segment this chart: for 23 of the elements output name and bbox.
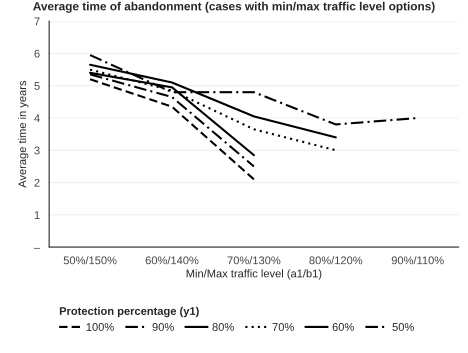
x-axis-title: Min/Max traffic level (a1/b1) (186, 269, 322, 280)
chart-title: Average time of abandonment (cases with min/max traffic level options) (33, 2, 435, 13)
y-tick-label: 1 (34, 211, 40, 219)
y-tick-label: 2 (34, 178, 40, 187)
legend-label: 60% (332, 323, 354, 331)
y-axis-title: Average time in years (18, 80, 28, 188)
legend-label: 90% (152, 323, 174, 331)
y-tick-label: 7 (34, 18, 40, 26)
y-tick-label: – (34, 248, 40, 249)
x-tick-label: 80%/120% (309, 256, 362, 264)
legend-label: 50% (392, 323, 414, 331)
x-tick-label: 70%/130% (228, 256, 280, 264)
x-tick-label: 50%/150% (64, 256, 117, 264)
y-tick-label: 6 (34, 50, 40, 58)
y-tick-label: 4 (34, 114, 40, 122)
legend-title: Protection percentage (y1) (60, 306, 199, 318)
legend-label: 70% (272, 323, 294, 331)
legend-label: 100% (86, 323, 114, 331)
legend-label: 80% (212, 323, 234, 331)
x-tick-label: 90%/110% (392, 256, 444, 264)
y-tick-label: 3 (34, 146, 40, 154)
x-tick-label: 60%/140% (146, 256, 198, 264)
y-tick-label: 5 (34, 82, 40, 90)
